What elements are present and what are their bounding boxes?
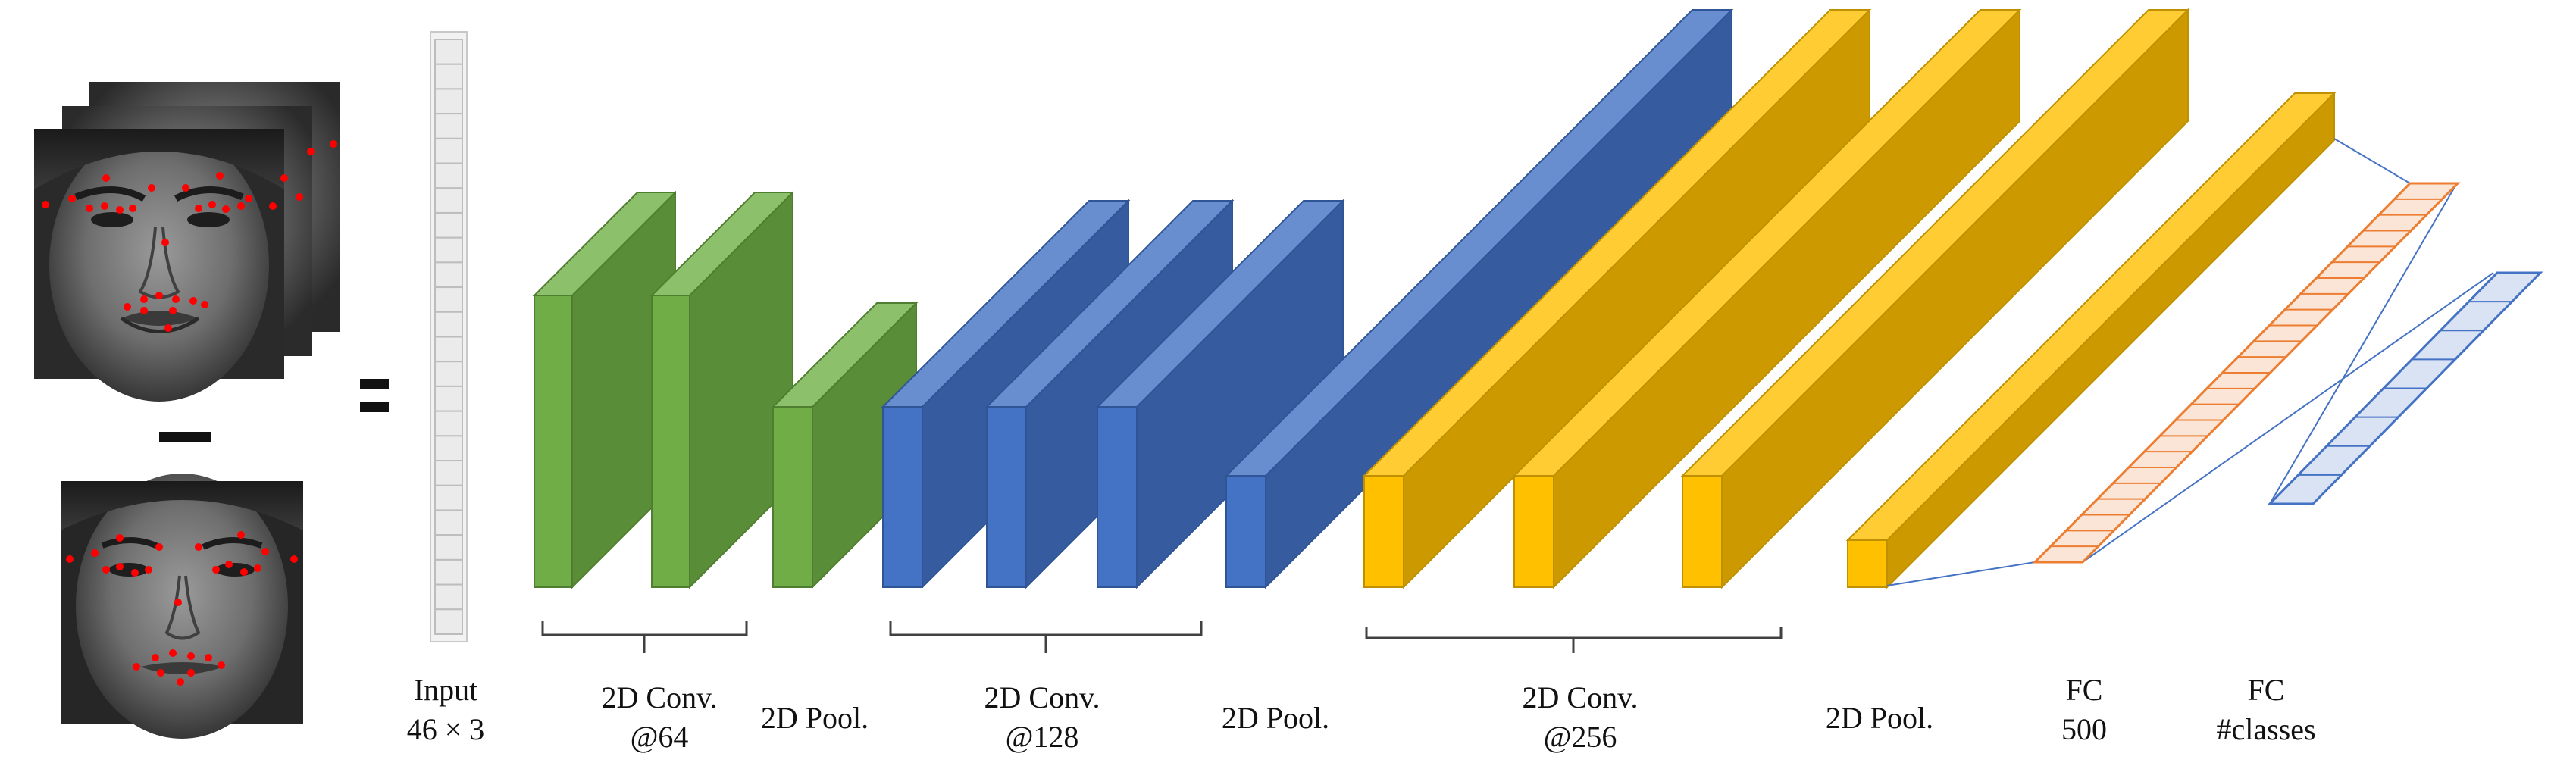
- label-input-line2: 46 × 3: [406, 712, 485, 746]
- label-fc-classes-line1: FC: [2247, 673, 2285, 707]
- input-vector-cell: [434, 63, 463, 90]
- pool1-block: [771, 301, 919, 589]
- pool1-block-front: [772, 406, 813, 588]
- fc-layers: [1886, 138, 2543, 586]
- expression-frame-stack: [34, 82, 340, 402]
- pool3-block: [1845, 91, 2337, 589]
- input-vector-cell: [434, 435, 463, 462]
- conv256-block-2-front: [1513, 475, 1554, 588]
- bracket-conv256: [1365, 627, 1783, 653]
- conv64-block-1: [532, 190, 678, 589]
- conv64-block-2: [649, 190, 795, 589]
- input-vector-cell: [434, 608, 463, 636]
- landmark-points-neutral: [66, 531, 298, 686]
- neutral-face-frame: [61, 474, 303, 739]
- bracket-conv128: [889, 621, 1203, 653]
- label-pool1-line1: 2D Pool.: [760, 701, 869, 735]
- conv128-block-3-front: [1097, 406, 1138, 588]
- label-conv64-line1: 2D Conv.: [601, 680, 718, 714]
- label-conv64: 2D Conv. @64: [523, 678, 796, 757]
- input-vector-cell: [434, 583, 463, 611]
- conv128-block-1-front: [882, 406, 923, 588]
- label-fc500-line1: FC: [2065, 673, 2103, 707]
- label-conv128: 2D Conv. @128: [906, 678, 1178, 757]
- label-pool3: 2D Pool.: [1743, 699, 2016, 738]
- conv64-block-2-front: [651, 295, 690, 588]
- connector-pool-to-fc500-bottom: [1886, 561, 2036, 586]
- input-vector-cell: [434, 385, 463, 412]
- input-vector-cell: [434, 236, 463, 264]
- connector-fc500-to-classes-1: [2082, 272, 2494, 563]
- input-vector-cell: [434, 88, 463, 115]
- input-vector-cell: [434, 261, 463, 289]
- input-vector-cell: [434, 460, 463, 486]
- conv256-block-1-front: [1363, 475, 1404, 588]
- input-vector-cell: [434, 558, 463, 586]
- conv64-block-1-front: [534, 295, 573, 588]
- label-pool2-line1: 2D Pool.: [1221, 701, 1330, 735]
- input-vector: [430, 31, 468, 642]
- connector-fc500-to-classes-2: [2269, 185, 2456, 505]
- label-input-line1: Input: [413, 673, 478, 707]
- label-fc-classes-line2: #classes: [2216, 712, 2316, 746]
- connector-pool-to-fc500-top: [2333, 138, 2411, 184]
- input-vector-cell: [434, 162, 463, 189]
- minus-sign: [159, 432, 211, 442]
- pool2-block-front: [1225, 475, 1266, 588]
- input-vector-cell: [434, 534, 463, 561]
- input-vector-cell: [434, 113, 463, 139]
- fc-classes-vector: [2267, 271, 2543, 505]
- label-conv256: 2D Conv. @256: [1444, 678, 1717, 757]
- group-brackets: [541, 621, 1783, 653]
- pool3-block-front: [1847, 539, 1888, 588]
- input-vector-cell: [434, 336, 463, 363]
- landmark-points-front: [42, 140, 337, 332]
- input-vector-cell: [434, 410, 463, 437]
- label-conv256-line1: 2D Conv.: [1522, 680, 1639, 714]
- conv256-block-3-front: [1682, 475, 1723, 588]
- input-vector-cell: [434, 484, 463, 511]
- label-input: Input 46 × 3: [309, 671, 582, 749]
- input-vector-cell: [434, 187, 463, 214]
- layer-blocks: [532, 8, 2337, 589]
- conv128-block-3: [1095, 199, 1345, 589]
- label-pool1: 2D Pool.: [678, 699, 951, 738]
- bracket-conv64: [541, 621, 748, 653]
- label-fc-classes: FC #classes: [2130, 671, 2402, 749]
- label-pool3-line1: 2D Pool.: [1825, 701, 1934, 735]
- equals-sign: [360, 379, 389, 412]
- face-frame-front: [34, 129, 284, 402]
- conv256-block-1: [1362, 8, 1872, 589]
- label-fc500: FC 500: [1948, 671, 2221, 749]
- conv128-block-2-front: [986, 406, 1027, 588]
- label-conv128-line1: 2D Conv.: [984, 680, 1100, 714]
- fc500-vector: [2032, 182, 2461, 564]
- conv256-block-3: [1680, 8, 2190, 589]
- label-conv128-line2: @128: [1005, 720, 1079, 754]
- label-conv256-line2: @256: [1543, 720, 1617, 754]
- input-vector-cell: [434, 286, 463, 313]
- input-vector-cell: [434, 361, 463, 387]
- label-fc500-line2: 500: [2061, 712, 2107, 746]
- input-vector-cell: [434, 39, 463, 65]
- input-vector-cell: [434, 211, 463, 239]
- label-conv64-line2: @64: [630, 720, 689, 754]
- conv256-block-2: [1512, 8, 2022, 589]
- label-pool2: 2D Pool.: [1139, 699, 1412, 738]
- input-vector-cell: [434, 311, 463, 338]
- input-vector-cell: [434, 137, 463, 164]
- input-vector-cell: [434, 509, 463, 536]
